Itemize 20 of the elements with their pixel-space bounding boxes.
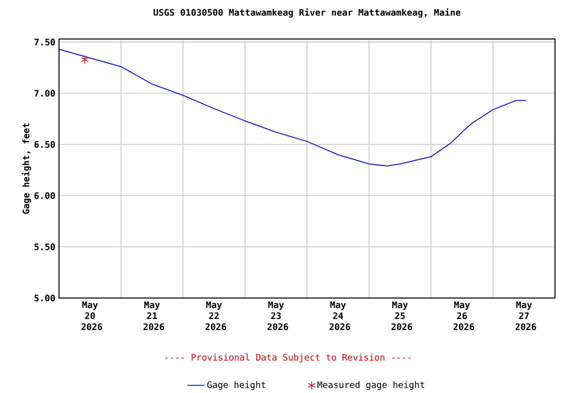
legend-label: Gage height (207, 380, 266, 390)
text: ---- Provisional Data Subject to Revision ---- (165, 353, 411, 362)
x-tick-label: May 22 2026 (206, 301, 226, 330)
x-tick-label: May 20 2026 (82, 301, 102, 330)
x-tick-label: May 23 2026 (268, 301, 288, 330)
x-tick-label: May 24 2026 (330, 301, 350, 330)
y-tick-label: 5.00 (34, 294, 55, 302)
x-tick-label: May 26 2026 (453, 301, 474, 330)
x-tick-label: May 25 2026 (392, 301, 412, 330)
line-series (59, 48, 526, 166)
y-tick-label: 5.50 (34, 243, 55, 250)
y-tick-label: 7.50 (34, 38, 55, 46)
legend-label: Measured gage height (317, 380, 424, 390)
y-tick-label: 6.50 (34, 140, 55, 148)
x-tick-label: May 21 2026 (144, 301, 164, 330)
y-tick-label: 6.00 (34, 192, 55, 199)
y-axis-title: Gage height, feet (22, 123, 32, 214)
x-tick-label: May 27 2026 (515, 301, 536, 330)
chart-title: USGS 01030500 Mattawamkeag River near Mattawamkeag, Maine (154, 8, 460, 18)
y-tick-label: 7.00 (34, 90, 55, 96)
